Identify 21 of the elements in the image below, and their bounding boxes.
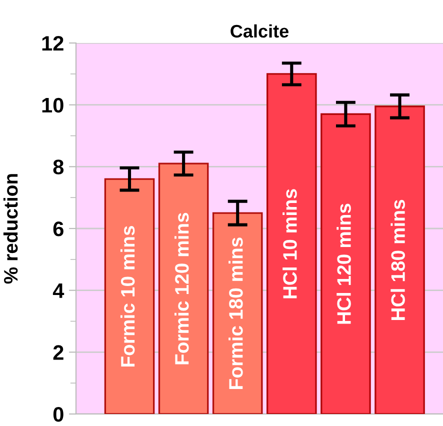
bar	[158, 162, 209, 414]
chart-title: Calcite	[230, 24, 288, 38]
bar	[374, 106, 425, 414]
x-tick-label: Formic 10 mins	[120, 226, 135, 367]
x-tick-label: HCl 180 mins	[390, 200, 405, 320]
x-tick-label: Formic 180 mins	[228, 238, 243, 389]
x-tick-label: HCl 120 mins	[336, 204, 351, 324]
x-tick-label: Formic 120 mins	[174, 212, 189, 364]
y-tick-label: 6	[53, 222, 64, 236]
bar	[104, 178, 155, 414]
x-tick-label: HCl 10 mins	[282, 189, 297, 298]
y-tick-label: 12	[42, 36, 64, 51]
y-tick-label: 10	[42, 98, 64, 113]
y-axis-title: % reduction	[3, 174, 18, 284]
y-tick-label: 0	[53, 407, 64, 422]
y-tick-label: 4	[52, 284, 64, 298]
bar	[266, 73, 317, 414]
y-tick-label: 2	[53, 345, 64, 360]
bar	[320, 113, 371, 414]
bar	[212, 212, 263, 414]
y-tick-label: 8	[53, 160, 64, 174]
